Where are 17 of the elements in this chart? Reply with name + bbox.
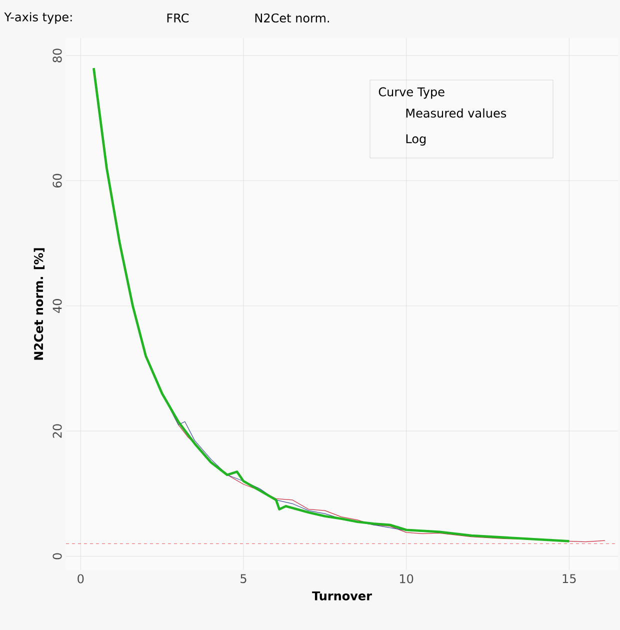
- y-tick-label: 80: [52, 48, 62, 62]
- x-tick-label: 15: [562, 574, 576, 584]
- x-tick-label: 0: [78, 574, 84, 584]
- text: N2Cet norm.: [255, 13, 329, 23]
- annotation: Curve Type: [378, 87, 444, 99]
- text: FRC: [167, 13, 189, 23]
- x-axis-title: Turnover: [312, 591, 372, 600]
- annotation: Log: [406, 134, 426, 146]
- y-tick-label: 0: [52, 553, 62, 560]
- y-tick-label: 20: [52, 424, 62, 438]
- x-tick-label: 10: [400, 574, 414, 584]
- annotation: Measured values: [406, 108, 506, 118]
- y-tick-label: 40: [52, 299, 62, 313]
- y-axis-title: N2Cet norm. [%]: [34, 248, 45, 360]
- x-tick-label: 5: [240, 574, 246, 584]
- y-tick-label: 60: [52, 174, 62, 188]
- text: Y-axis type:: [4, 12, 72, 24]
